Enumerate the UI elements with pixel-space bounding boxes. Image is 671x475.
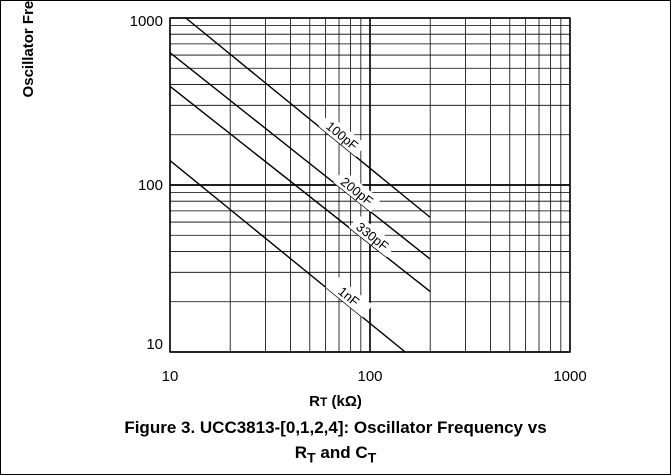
series-line-100pF [185, 17, 431, 218]
x-axis-label-sub: T [319, 395, 328, 409]
chart-series [169, 17, 431, 353]
series-label-bg [348, 214, 397, 258]
chart-tick-labels: 10 100 1000 10 100 1000 [130, 13, 587, 385]
x-axis-label-unit: (kΩ) [331, 393, 362, 410]
series-line-330pF [169, 85, 431, 293]
series-line-200pF [169, 52, 431, 260]
y-axis-label: Oscillator Freq. (kHz) [20, 0, 37, 98]
series-line-1nF [169, 160, 406, 353]
caption-r: R [294, 443, 307, 462]
series-label-bg [333, 169, 381, 213]
caption-r-sub: T [307, 450, 316, 467]
series-label-bg [325, 274, 373, 318]
plot-border [169, 17, 571, 353]
chart-grid [169, 17, 571, 353]
x-axis-label-main: R [309, 393, 320, 410]
x-tick-label: 10 [162, 368, 179, 385]
caption-and-c: and C [315, 443, 368, 462]
x-axis-label: RT (kΩ) [0, 393, 671, 410]
caption-c-sub: T [367, 450, 377, 467]
y-tick-label: 100 [138, 177, 163, 194]
x-tick-label: 100 [357, 368, 382, 385]
series-label-bg [318, 114, 367, 157]
figure-caption-line2: RT and CT [0, 443, 671, 466]
series-label-100pF: 100pF [323, 118, 361, 153]
figure-caption-line1: Figure 3. UCC3813-[0,1,2,4]: Oscillator … [124, 418, 547, 437]
y-tick-label: 1000 [130, 13, 163, 30]
y-tick-label: 10 [146, 336, 163, 353]
x-tick-label: 1000 [553, 368, 586, 385]
